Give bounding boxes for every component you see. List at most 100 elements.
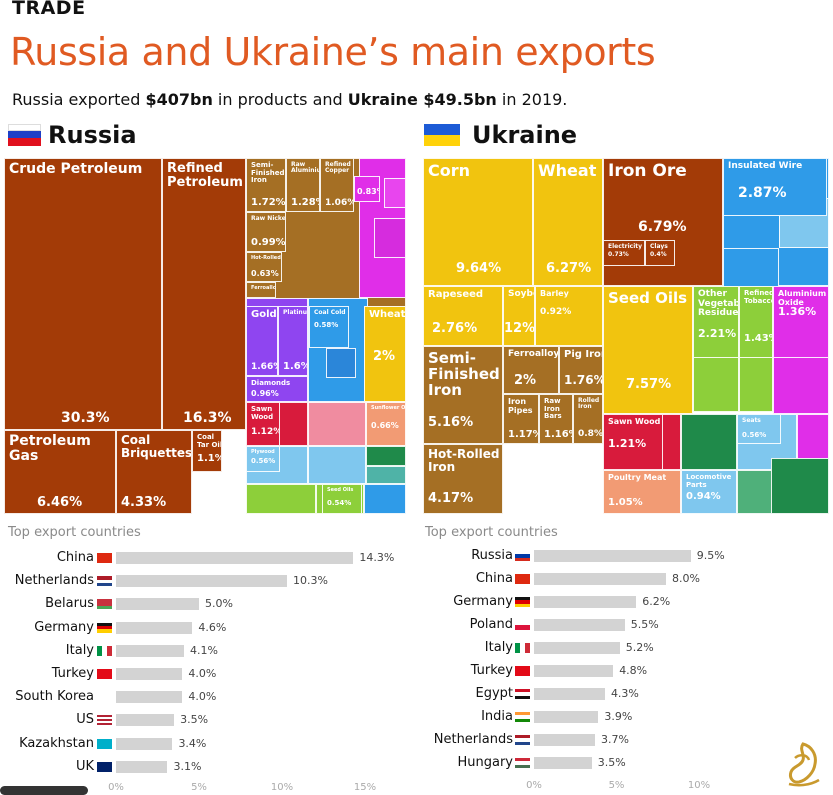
treemap-cell-label: Sawn Wood: [251, 405, 274, 421]
uk-flag-icon: [97, 761, 112, 772]
treemap-cell-gold: Gold 1.66%: [246, 306, 278, 376]
treemap-cell-label: Refined Copper: [325, 161, 351, 175]
bar-belarus: [116, 598, 199, 611]
treemap-cell-sawn-wood: Sawn Wood 1.12%: [246, 402, 280, 446]
bar-value-label: 5.5%: [630, 618, 659, 631]
bar-germany: [534, 596, 637, 608]
treemap-cell-label: Barley: [540, 289, 569, 298]
treemap-cell-raw-aluminium: Raw Aluminium 1.28%: [286, 158, 320, 212]
treemap-cell-value: 6.79%: [638, 219, 687, 235]
treemap-cell-other-vegetable-residues: Other Vegetable Residues 2.21%: [693, 286, 739, 358]
treemap-cell-value: 1.72%: [251, 197, 286, 208]
treemap-cell-value: 0.73%: [608, 251, 629, 258]
bar-category-label: Germany: [453, 594, 513, 609]
bar-india: [534, 711, 599, 723]
treemap-cell-value: 1.76%: [564, 373, 603, 387]
treemap-cell-hot-rolled-iron: Hot-Rolled Iron 4.17%: [423, 444, 503, 514]
treemap-cell-value: 0.8%: [578, 429, 603, 439]
treemap-cell-pig-iron: Pig Iron 1.76%: [559, 346, 603, 394]
ukraine-top-export-countries-label: Top export countries: [425, 525, 558, 540]
treemap-cell-value: 0.63%: [251, 269, 279, 278]
treemap-cell-label: Iron Pipes: [508, 397, 533, 415]
treemap-minor-tile: [326, 348, 356, 378]
turkey-flag-icon: [515, 666, 530, 676]
treemap-cell-label: Rapeseed: [428, 289, 484, 300]
treemap-cell-label: Electricity: [608, 243, 643, 250]
treemap-cell-label: Insulated Wire: [728, 161, 803, 171]
axis-tick-label: 5%: [608, 780, 625, 791]
treemap-cell-value: 0.96%: [251, 389, 279, 398]
treemap-cell-label: Gold: [251, 309, 277, 320]
bar-category-label: US: [76, 712, 94, 728]
treemap-cell-value: 0.56%: [251, 457, 276, 465]
bar-value-label: 4.8%: [619, 664, 648, 677]
bar-value-label: 5.0%: [205, 597, 233, 611]
bar-kazakhstan: [116, 737, 173, 750]
bar-china: [116, 552, 354, 564]
treemap-cell-iron-ore: Iron Ore 6.79%: [603, 158, 723, 286]
treemap-cell-insulated-wire: Insulated Wire 2.87%: [723, 158, 827, 216]
russia-flag-icon: [515, 551, 530, 561]
germany-flag-icon: [515, 597, 530, 607]
treemap-cell-label: Platinum: [283, 309, 307, 316]
treemap-cell-value: 2%: [514, 373, 537, 388]
bar-category-label: Germany: [34, 619, 94, 635]
bar-value-label: 3.5%: [180, 713, 209, 727]
treemap-cell-coal-briquettes: Coal Briquettes 4.33%: [116, 430, 192, 514]
treemap-cell-label: Wheat: [369, 309, 406, 320]
treemap-cell-crude-petroleum: Crude Petroleum 30.3%: [4, 158, 162, 430]
netherlands-flag-icon: [515, 735, 530, 745]
bar-value-label: 3.1%: [173, 759, 202, 773]
treemap-cell-electricity: Electricity 0.73%: [603, 240, 645, 266]
treemap-cell-coal-tar-oil: Coal Tar Oil 1.1%: [192, 430, 222, 472]
treemap-cell-wheat: Wheat 2%: [364, 306, 406, 402]
treemap-cell-value: 2.76%: [432, 321, 478, 336]
treemap-cell-value: 2%: [373, 349, 396, 364]
treemap-cell-seed-oils: Seed Oils 0.54%: [322, 484, 362, 514]
bar-turkey: [116, 668, 183, 680]
treemap-cell-label: Clays: [650, 243, 668, 250]
treemap-cell-value: 1.1%: [197, 453, 222, 464]
treemap-minor-tile: [366, 446, 406, 466]
bar-value-label: 14.3%: [359, 551, 395, 564]
bar-egypt: [534, 688, 605, 700]
kazakhstan-flag-icon: [97, 738, 112, 749]
ukraine-flag-icon: [424, 124, 460, 146]
treemap-cell-rapeseed: Rapeseed 2.76%: [423, 286, 503, 346]
treemap-cell-label: Hot-Rolled Iron: [428, 447, 500, 474]
treemap-cell-label: Coal Cold: [314, 309, 346, 316]
treemap-minor-tile: [364, 484, 406, 514]
bar-value-label: 3.9%: [604, 710, 633, 723]
treemap-cell-label: Sunflower Oil: [371, 405, 406, 411]
bar-category-label: Poland: [469, 617, 513, 632]
ukraine-heading: Ukraine: [472, 121, 578, 149]
bar-category-label: Kazakhstan: [19, 735, 94, 751]
bar-italy: [116, 644, 185, 657]
treemap-cell-value: 2.21%: [698, 327, 737, 340]
treemap-cell-value: 0.56%: [742, 431, 767, 439]
treemap-cell-value: 1.16%: [544, 429, 572, 440]
treemap-cell-label: Raw Aluminium: [291, 161, 319, 175]
treemap-cell-label: Iron Ore: [608, 161, 687, 181]
treemap-cell-label: Soybeans: [508, 289, 534, 299]
treemap-cell-value: 1.21%: [608, 437, 647, 450]
treemap-cell-petroleum-gas: Petroleum Gas 6.46%: [4, 430, 116, 514]
treemap-cell-value: 0.94%: [686, 491, 721, 502]
treemap-cell-value: 1.66%: [251, 362, 277, 372]
bar-category-label: China: [56, 550, 94, 565]
russia-heading: Russia: [48, 121, 137, 149]
treemap-cell-poultry-meat: Poultry Meat 1.05%: [603, 470, 681, 514]
treemap-cell-value: 0.99%: [251, 237, 286, 248]
treemap-cell-label: Semi-Finished Iron: [251, 161, 285, 185]
bar-category-label: Belarus: [45, 596, 94, 612]
bar-value-label: 4.0%: [188, 667, 217, 680]
treemap-cell-barley: Barley 0.92%: [535, 286, 603, 346]
aljazeera-logo: [781, 740, 825, 788]
treemap-cell-value: 0.4%: [650, 251, 667, 258]
treemap-cell-raw-nickel: Raw Nickel 0.99%: [246, 212, 286, 252]
treemap-cell-seed-oils: Seed Oils 7.57%: [603, 286, 693, 414]
treemap-cell-value: 16.3%: [183, 410, 232, 426]
treemap-minor-tile: [366, 466, 406, 484]
treemap-cell-label: Crude Petroleum: [9, 161, 143, 177]
hungary-flag-icon: [515, 758, 530, 768]
